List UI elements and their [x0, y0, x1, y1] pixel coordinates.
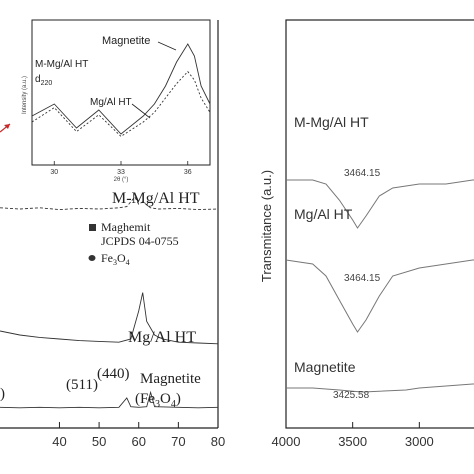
- xrd-x-tick-label: 50: [92, 434, 106, 449]
- ftir-series-line: [285, 259, 474, 333]
- ftir-x-tick-label: 3500: [338, 434, 367, 449]
- inset-label-magnetite: Magnetite: [102, 35, 150, 47]
- legend-jcpds-label: JCPDS 04-0755: [101, 234, 179, 248]
- ftir-frame: [285, 19, 474, 429]
- inset-x-tick-label: 30: [50, 169, 58, 176]
- xrd-label-mgal: Mg/Al HT: [128, 329, 196, 346]
- xrd-x-tick-label: 40: [52, 434, 66, 449]
- xrd-x-tick-label: 80: [211, 434, 225, 449]
- inset-magnetite-pointer: [157, 41, 177, 51]
- ftir-label-magnetite: Magnetite: [294, 359, 356, 375]
- ftir-curves: [285, 179, 474, 393]
- legend-maghemit-label: Maghemit: [101, 220, 151, 234]
- inset-y-axis-label: Intensity (a.u.): [22, 76, 28, 114]
- inset-ticks: 30 33 36: [50, 161, 192, 176]
- ftir-label-m-mgal: M-Mg/Al HT: [294, 114, 369, 130]
- xrd-label-magnetite-formula: (Fe3O4): [135, 391, 181, 410]
- xrd-peak-label-440: (440): [97, 366, 130, 382]
- xrd-label-m-mgal: M-Mg/Al HT: [112, 190, 200, 207]
- ftir-peak-label-3: 3425.58: [333, 390, 370, 401]
- inset-x-tick-label: 33: [117, 169, 125, 176]
- inset-curves: [31, 43, 211, 137]
- xrd-inset: 30 33 36 Magnetite M-Mg/Al HT d220 Mg/Al H…: [22, 19, 211, 183]
- ftir-ticks: 4000 3500 3000: [272, 422, 434, 449]
- inset-frame: [31, 19, 211, 166]
- inset-label-d: d220: [35, 74, 52, 87]
- ftir-x-tick-label: 4000: [272, 434, 301, 449]
- ftir-panel: 4000 3500 3000 Transmitance (a.u.) M-Mg/Al…: [259, 19, 474, 449]
- xrd-series-line: [0, 196, 219, 211]
- legend-square-marker: [89, 224, 96, 231]
- inset-series-line: [31, 43, 211, 135]
- inset-x-axis-label: 2θ (°): [114, 177, 129, 183]
- ftir-series-line: [286, 179, 474, 229]
- inset-label-m-mgal: M-Mg/Al HT: [35, 59, 88, 70]
- legend-fe3o4-label: Fe3O4: [101, 251, 130, 267]
- inset-label-mgal: Mg/Al HT: [90, 97, 132, 108]
- xrd-x-tick-label: 70: [171, 434, 185, 449]
- inset-pointer-arrow-head: [4, 124, 10, 129]
- legend-circle-marker: [88, 255, 96, 261]
- xrd-ticks: 40 50 60 70 80: [52, 422, 225, 449]
- ftir-peak-label-1: 3464.15: [344, 168, 381, 179]
- xrd-label-magnetite: Magnetite: [140, 371, 201, 387]
- xrd-x-tick-label: 60: [131, 434, 145, 449]
- inset-x-tick-label: 36: [184, 169, 192, 176]
- ftir-x-tick-label: 3000: [405, 434, 434, 449]
- xrd-peak-label-partial: ): [0, 386, 5, 402]
- ftir-series-line: [286, 383, 474, 393]
- xrd-peak-label-511: (511): [66, 377, 98, 393]
- ftir-y-axis-label: Transmitance (a.u.): [259, 170, 274, 282]
- xrd-curves: [0, 196, 219, 409]
- inset-mgal-pointer: [131, 103, 151, 119]
- ftir-peak-label-2: 3464.15: [344, 273, 381, 284]
- xrd-series-line: [0, 390, 219, 409]
- xrd-series-line: [0, 292, 219, 345]
- xrd-panel: 40 50 60 70 80 M-Mg/Al HT Mg/Al HT Magnetite…: [0, 20, 225, 449]
- ftir-label-mgal: Mg/Al HT: [294, 206, 353, 222]
